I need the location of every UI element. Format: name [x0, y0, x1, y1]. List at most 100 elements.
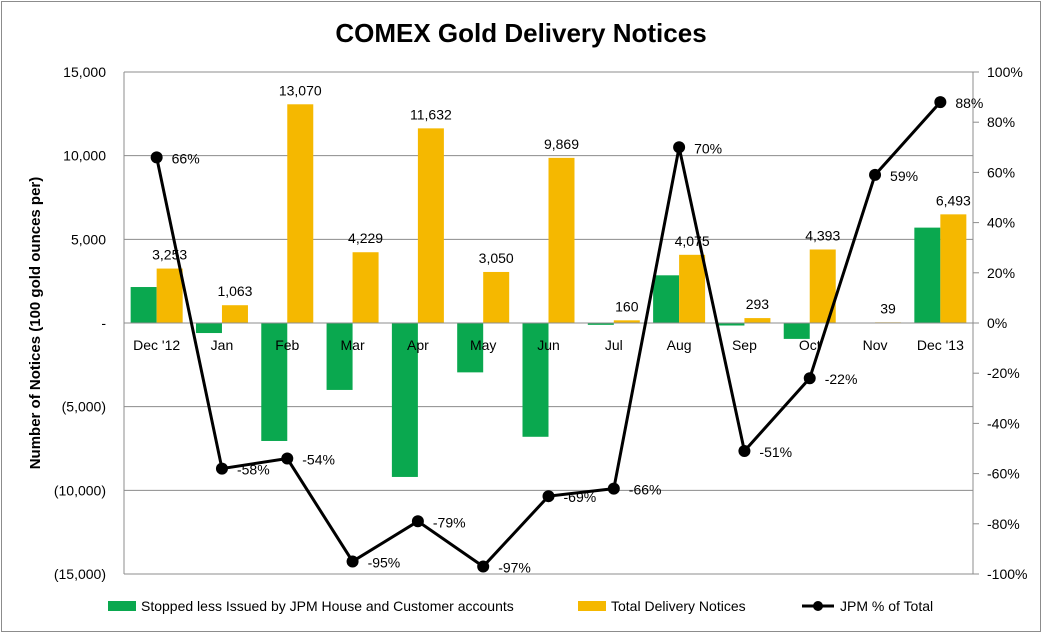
- jpm-pct-label: -58%: [237, 462, 270, 478]
- bar-stopped-less-issued: [653, 275, 680, 323]
- y-tick-label: (10,000): [54, 482, 106, 498]
- jpm-pct-point: [346, 555, 359, 568]
- jpm-pct-point: [607, 482, 620, 495]
- legend-marker: [813, 601, 823, 611]
- jpm-pct-label: -66%: [629, 482, 662, 498]
- legend-label: JPM % of Total: [840, 598, 933, 614]
- jpm-pct-label: -51%: [759, 444, 792, 460]
- bar-stopped-less-issued: [195, 323, 222, 334]
- jpm-pct-point: [673, 141, 686, 154]
- legend-swatch: [108, 601, 136, 611]
- bar-stopped-less-issued: [783, 323, 810, 339]
- line-series: [150, 96, 947, 573]
- y2-tick-label: -100%: [987, 566, 1027, 582]
- y2-tick-label: -40%: [987, 415, 1020, 431]
- y2-tick-label: 0%: [987, 315, 1007, 331]
- jpm-pct-label: 59%: [890, 168, 918, 184]
- jpm-pct-label: 66%: [172, 150, 200, 166]
- bar-total-delivery-notices: [417, 128, 444, 323]
- jpm-pct-label: -54%: [302, 452, 335, 468]
- x-tick-label: May: [470, 337, 496, 353]
- total-notices-label: 4,393: [805, 227, 840, 243]
- bar-total-delivery-notices: [940, 214, 967, 323]
- x-tick-label: Jul: [605, 337, 623, 353]
- total-notices-label: 6,493: [936, 192, 971, 208]
- total-notices-label: 160: [615, 298, 639, 314]
- jpm-pct-point: [150, 151, 163, 164]
- bar-total-delivery-notices: [744, 318, 771, 323]
- bar-stopped-less-issued: [587, 323, 614, 325]
- bar-total-delivery-notices: [287, 104, 314, 323]
- total-notices-label: 39: [880, 300, 896, 316]
- y2-tick-label: 60%: [987, 164, 1015, 180]
- x-tick-label: Dec '13: [917, 337, 964, 353]
- x-tick-label: Sep: [732, 337, 757, 353]
- y2-tick-label: 40%: [987, 215, 1015, 231]
- chart-title: COMEX Gold Delivery Notices: [335, 18, 706, 48]
- bar-stopped-less-issued: [718, 323, 745, 326]
- total-notices-label: 3,253: [152, 247, 187, 263]
- legend-swatch: [578, 601, 606, 611]
- jpm-pct-point: [934, 96, 947, 109]
- y2-tick-label: 20%: [987, 265, 1015, 281]
- y-tick-label: -: [101, 315, 106, 331]
- axes: 15,000 10,000 5,000 - (5,000) (10,000) (15,000…: [54, 64, 1028, 582]
- y-tick-label: (5,000): [62, 399, 106, 415]
- legend-item-total-delivery-notices: Total Delivery Notices: [578, 598, 746, 614]
- data-labels: 3,253 1,063 13,070 4,229 11,632 3,050 9,869 160…: [152, 82, 983, 575]
- bar-stopped-less-issued: [391, 323, 418, 477]
- total-notices-label: 13,070: [279, 82, 322, 98]
- y-tick-label: (15,000): [54, 566, 106, 582]
- jpm-pct-point: [215, 462, 228, 475]
- bar-total-delivery-notices: [156, 268, 183, 323]
- bar-stopped-less-issued: [326, 323, 353, 390]
- total-notices-label: 4,229: [348, 230, 383, 246]
- x-tick-label: Apr: [407, 337, 429, 353]
- bar-total-delivery-notices: [483, 271, 510, 323]
- bar-total-delivery-notices: [613, 320, 640, 323]
- y2-tick-label: -20%: [987, 365, 1020, 381]
- y2-tick-label: -80%: [987, 516, 1020, 532]
- legend-item-jpm-pct: JPM % of Total: [802, 598, 933, 614]
- jpm-pct-point: [411, 515, 424, 528]
- bar-stopped-less-issued: [914, 227, 941, 323]
- x-tick-label: Oct: [799, 337, 821, 353]
- bar-stopped-less-issued: [457, 323, 484, 373]
- x-tick-label: Aug: [667, 337, 692, 353]
- jpm-pct-point: [869, 168, 882, 181]
- jpm-pct-label: -22%: [825, 371, 858, 387]
- x-tick-label: Feb: [275, 337, 299, 353]
- legend: Stopped less Issued by JPM House and Cus…: [108, 598, 933, 614]
- legend-label: Total Delivery Notices: [611, 598, 746, 614]
- bar-stopped-less-issued: [130, 287, 157, 323]
- total-notices-label: 1,063: [217, 283, 252, 299]
- bar-total-delivery-notices: [352, 252, 379, 323]
- jpm-pct-label: -79%: [433, 514, 466, 530]
- y-tick-label: 15,000: [63, 64, 106, 80]
- bars: [130, 104, 967, 477]
- y2-tick-label: 100%: [987, 64, 1023, 80]
- jpm-pct-label: -95%: [368, 554, 401, 570]
- jpm-pct-label: 70%: [694, 140, 722, 156]
- total-notices-label: 4,075: [675, 233, 710, 249]
- total-notices-label: 3,050: [479, 250, 514, 266]
- jpm-pct-point: [542, 490, 555, 503]
- y2-tick-label: 80%: [987, 114, 1015, 130]
- y-tick-label: 10,000: [63, 148, 106, 164]
- bar-total-delivery-notices: [221, 305, 248, 323]
- y2-tick-label: -60%: [987, 466, 1020, 482]
- bar-stopped-less-issued: [261, 323, 288, 441]
- total-notices-label: 11,632: [410, 106, 452, 122]
- jpm-pct-point: [738, 445, 751, 458]
- x-tick-label: Dec '12: [133, 337, 180, 353]
- x-tick-label: Nov: [863, 337, 888, 353]
- legend-label: Stopped less Issued by JPM House and Cus…: [141, 598, 514, 614]
- bar-stopped-less-issued: [522, 323, 549, 437]
- x-tick-label: Jun: [537, 337, 560, 353]
- total-notices-label: 9,869: [544, 136, 579, 152]
- x-tick-label: Mar: [341, 337, 365, 353]
- jpm-pct-point: [281, 452, 294, 465]
- jpm-pct-point: [477, 560, 490, 573]
